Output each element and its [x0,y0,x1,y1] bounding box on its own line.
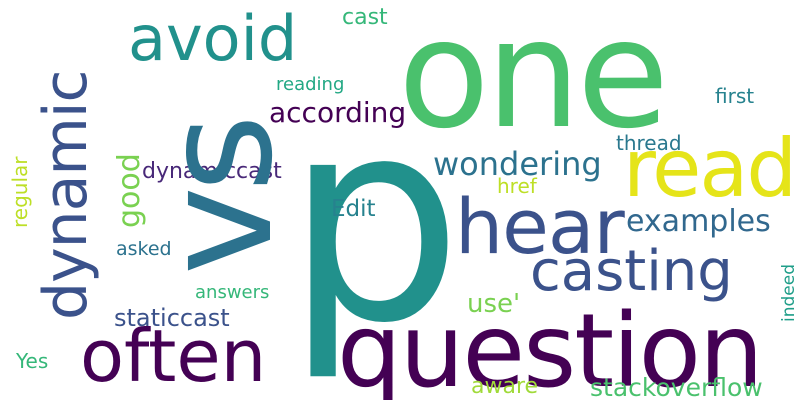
word-good: good [112,153,147,228]
word-thread: thread [616,131,682,155]
word-indeed: indeed [779,264,799,322]
word-often: often [80,314,266,398]
word-cast: cast [342,5,388,30]
word-vs: vs [132,120,306,275]
word-question: question [337,292,762,400]
word-edit: Edit [331,196,376,222]
word-yes: Yes [15,349,48,373]
word-according: according [269,96,406,129]
word-dynamic: dynamic [31,71,101,321]
word-href: href [497,174,538,198]
word-dynamiccast: dynamiccast [142,159,282,184]
word-use: use' [467,289,520,319]
word-first: first [715,84,754,108]
word-aware: aware [471,374,538,399]
word-wondering: wondering [433,145,602,183]
word-hear: hear [455,182,625,271]
word-examples: examples [626,204,771,239]
word-answers: answers [195,282,269,303]
word-casting: casting [530,239,733,304]
word-p: p [285,59,463,385]
word-regular: regular [8,156,32,228]
word-asked: asked [116,238,172,260]
word-stackoverflow: stackoverflow [590,373,763,400]
word-reading: reading [276,74,344,95]
word-staticcast: staticcast [114,304,230,332]
word-read: read [623,122,795,215]
word-avoid: avoid [128,2,297,75]
word-one: one [398,0,665,162]
